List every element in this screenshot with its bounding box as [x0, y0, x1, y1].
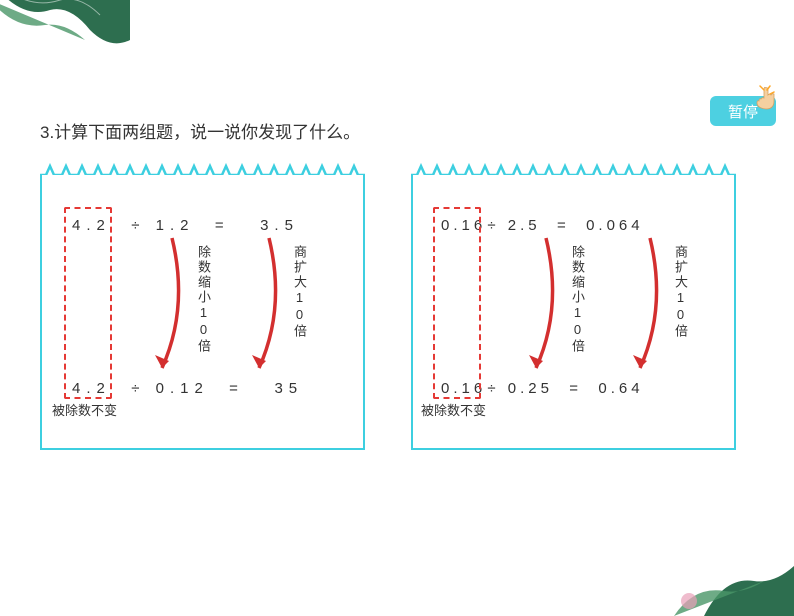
leaf-decoration-top-left — [0, 0, 130, 70]
left-divisor-arrow — [147, 233, 192, 381]
left-quotient-arrow — [244, 233, 289, 381]
right-equation-card: 0.16 ÷ 2.5 = 0.064 0.16 ÷ 0.25 = 0.64 除数… — [411, 175, 736, 450]
left-quotient-label: 商扩大10倍 — [290, 245, 309, 339]
right-dividend-highlight — [433, 207, 481, 399]
left-equation-card: 4.2 ÷ 1.2 = 3.5 4.2 ÷ 0.12 = 35 除数缩小10倍 … — [40, 175, 365, 450]
hand-pointer-icon — [752, 82, 782, 112]
right-divisor-arrow — [521, 233, 566, 381]
question-title: 3.计算下面两组题，说一说你发现了什么。 — [40, 118, 360, 143]
right-quotient-arrow — [625, 233, 670, 381]
right-bottom-label: 被除数不变 — [421, 400, 486, 419]
left-divisor-label: 除数缩小10倍 — [194, 245, 213, 354]
right-divisor-label: 除数缩小10倍 — [568, 245, 587, 354]
right-quotient-label: 商扩大10倍 — [671, 245, 690, 339]
leaf-decoration-bottom-right — [664, 506, 794, 616]
left-bottom-label: 被除数不变 — [52, 400, 117, 419]
left-dividend-highlight — [64, 207, 112, 399]
